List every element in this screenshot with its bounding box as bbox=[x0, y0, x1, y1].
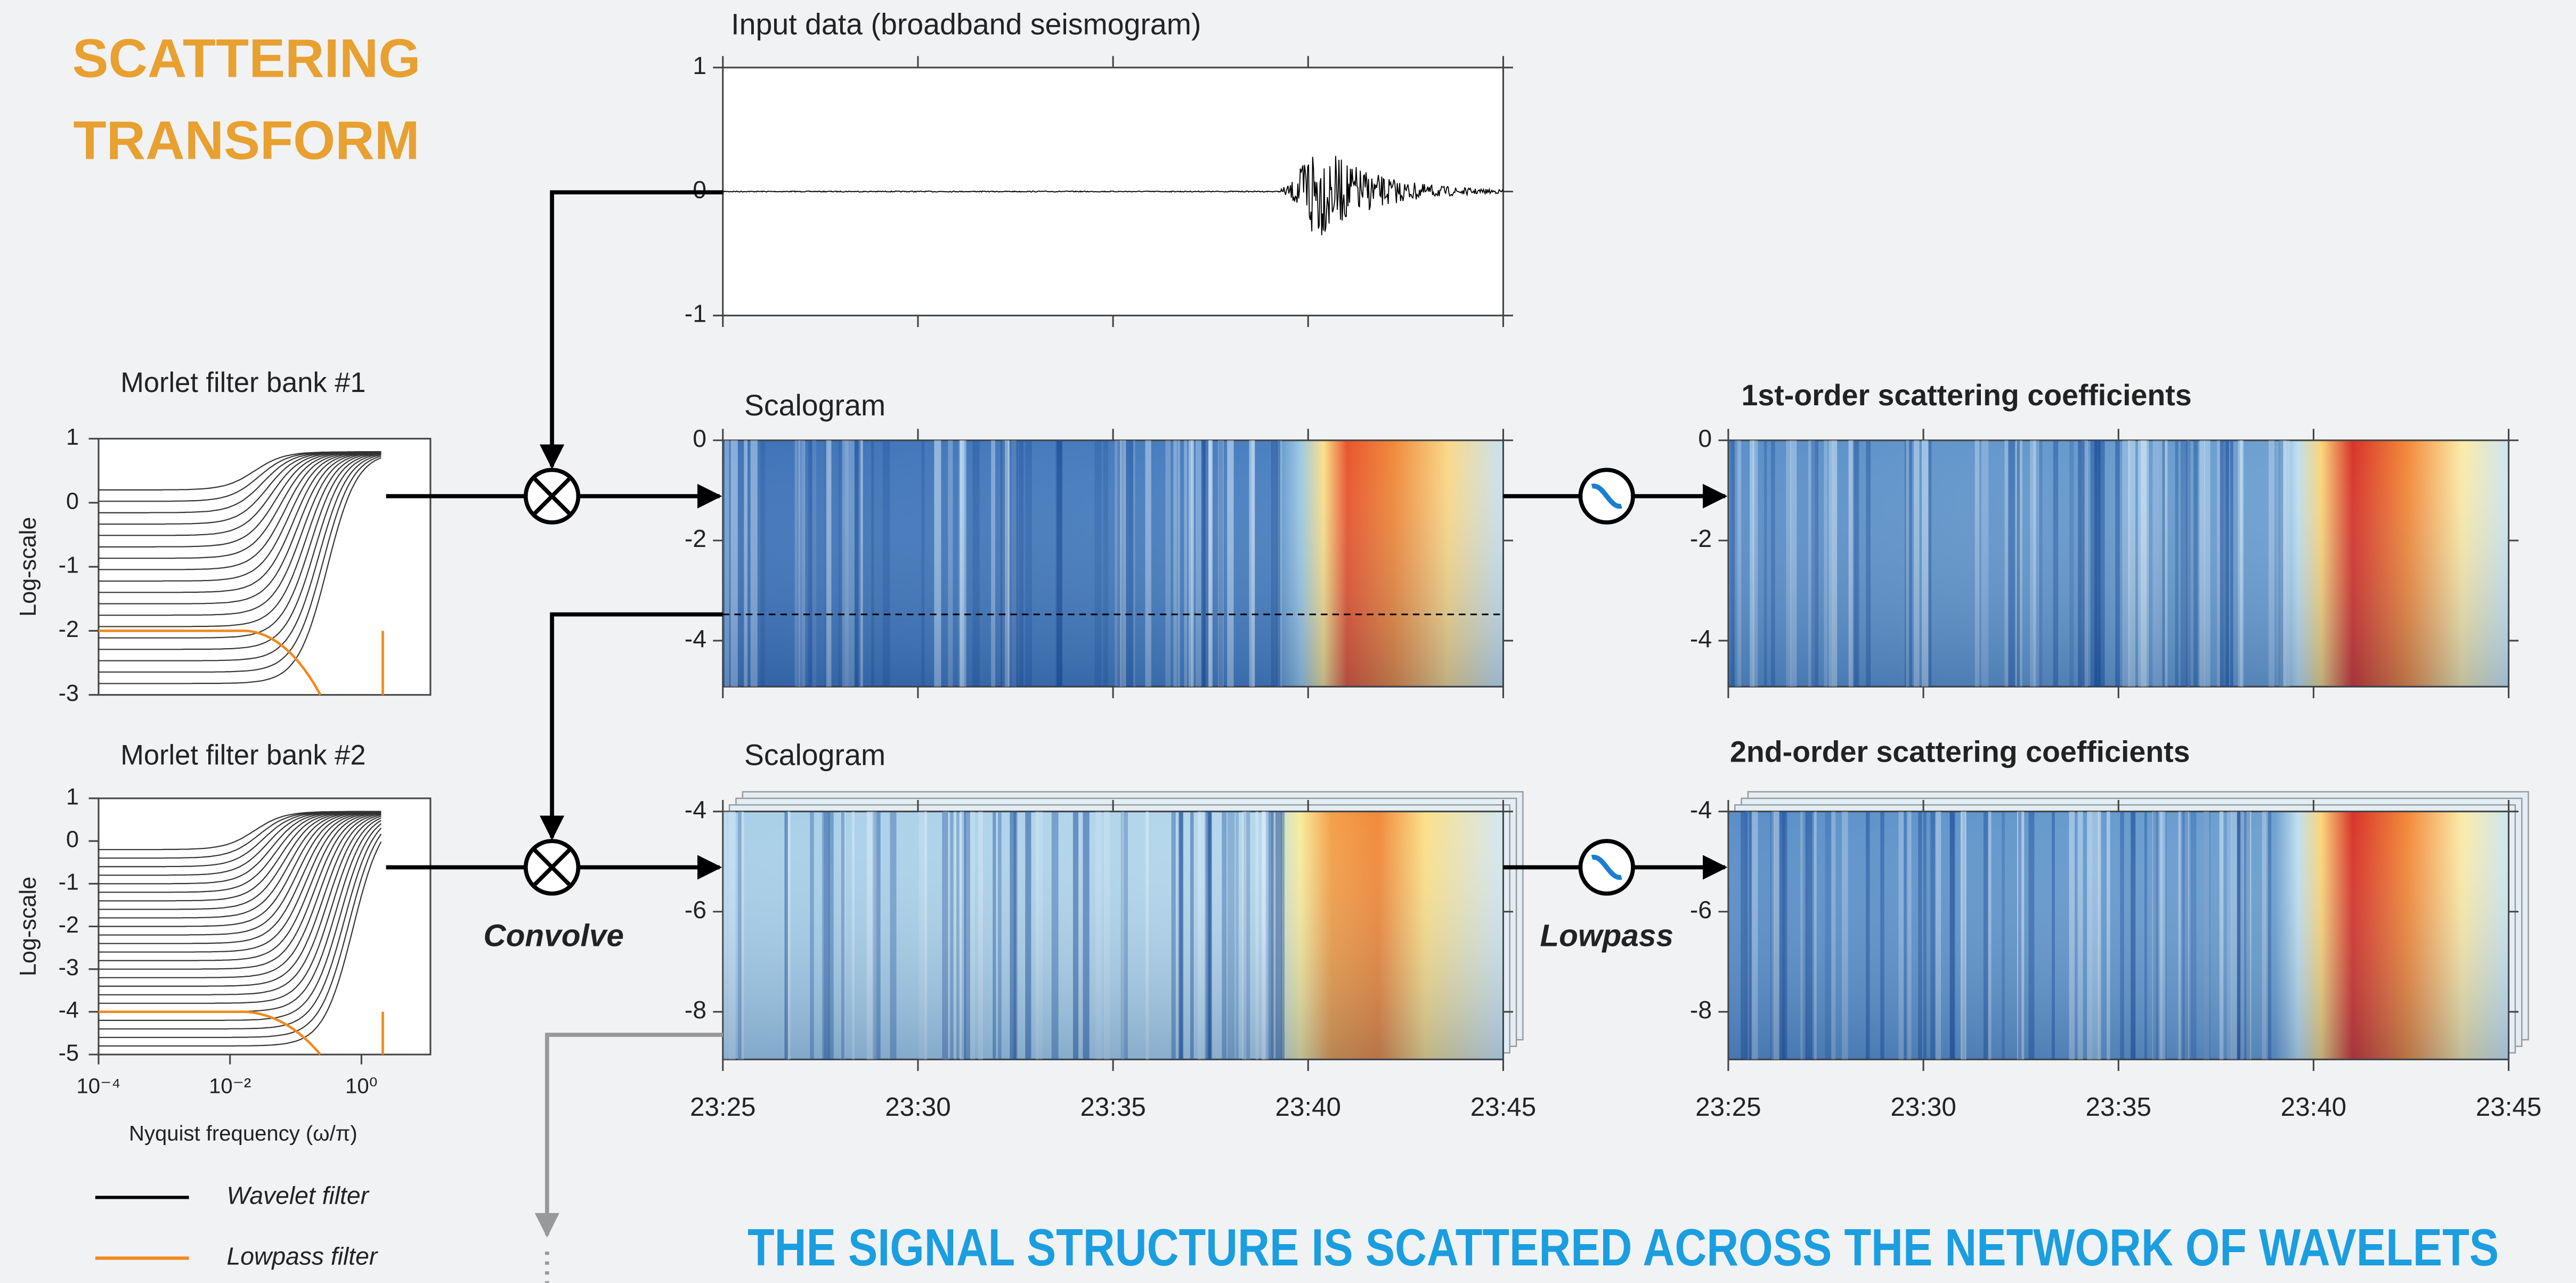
y-tick-label: -4 bbox=[1690, 625, 1712, 652]
figure-title: SCATTERING bbox=[72, 28, 421, 88]
y-tick-label: -3 bbox=[59, 681, 79, 706]
panel: 0 -2 -4 Scalogram bbox=[685, 389, 1513, 698]
y-tick-label: -4 bbox=[1690, 796, 1712, 823]
continuation-arrow bbox=[547, 1035, 723, 1235]
panel: -4 -6 -8 2nd-order scattering coefficients bbox=[1690, 735, 2529, 1070]
y-tick-label: -6 bbox=[685, 896, 706, 924]
caption: THE SIGNAL STRUCTURE IS SCATTERED ACROSS… bbox=[747, 1218, 2499, 1277]
heat-shade bbox=[1728, 812, 2509, 1060]
y-tick-label: -4 bbox=[685, 625, 706, 652]
legend-label: Lowpass filter bbox=[227, 1243, 378, 1270]
panel-title: 1st-order scattering coefficients bbox=[1742, 379, 2192, 412]
x-tick-label: 23:35 bbox=[1080, 1092, 1145, 1122]
plot-area bbox=[99, 439, 430, 695]
filter-bank: 1 0 -1 -2 -3 Morlet filter bank #1 Log-scale bbox=[15, 367, 430, 706]
panel-title: Scalogram bbox=[744, 739, 885, 772]
y-tick-label: -4 bbox=[685, 796, 706, 823]
x-tick-label: 10⁻⁴ bbox=[77, 1074, 121, 1098]
figure-title: TRANSFORM bbox=[74, 110, 420, 171]
y-tick-label: 1 bbox=[66, 424, 79, 450]
legend-label: Wavelet filter bbox=[227, 1181, 370, 1209]
panel: 1 0 -1 Input data (broadband seismogram) bbox=[685, 7, 1513, 327]
y-tick-label: 0 bbox=[66, 488, 79, 514]
y-tick-label: -2 bbox=[59, 912, 79, 938]
bank-title: Morlet filter bank #1 bbox=[120, 367, 365, 398]
y-tick-label: 1 bbox=[66, 784, 79, 810]
x-tick-label: 23:45 bbox=[2476, 1092, 2541, 1122]
panel: -4 -6 -8 Scalogram bbox=[685, 739, 1523, 1071]
x-tick-label: 23:25 bbox=[1695, 1092, 1761, 1122]
panel-title: Input data (broadband seismogram) bbox=[731, 7, 1201, 40]
panel-title: 2nd-order scattering coefficients bbox=[1730, 735, 2190, 768]
x-tick-label: 23:40 bbox=[1275, 1092, 1341, 1122]
y-tick-label: -1 bbox=[685, 300, 706, 328]
y-tick-label: 0 bbox=[693, 424, 706, 452]
y-tick-label: -8 bbox=[1690, 996, 1712, 1024]
filter-bank: 1 0 -1 -2 -3 -4 -5 Morlet filter bank #2 Log-sca… bbox=[15, 740, 430, 1066]
y-tick-label: 0 bbox=[693, 176, 706, 203]
panel-title: Scalogram bbox=[744, 389, 885, 422]
operation-label: Convolve bbox=[483, 919, 624, 953]
y-tick-label: 1 bbox=[693, 52, 706, 79]
y-tick-label: -1 bbox=[59, 870, 79, 895]
y-tick-label: -2 bbox=[685, 525, 706, 552]
x-tick-label: 23:30 bbox=[885, 1092, 950, 1122]
page: SCATTERING TRANSFORM 1 0 -1 Input data (broad… bbox=[0, 0, 2576, 1283]
y-tick-label: -6 bbox=[1690, 896, 1712, 924]
x-tick-label: 23:30 bbox=[1890, 1092, 1956, 1122]
x-axis-label: Nyquist frequency (ω/π) bbox=[129, 1122, 357, 1146]
y-tick-label: -4 bbox=[59, 998, 79, 1023]
y-tick-label: -2 bbox=[59, 617, 79, 642]
x-tick-label: 10⁻² bbox=[209, 1074, 251, 1098]
y-axis-label: Log-scale bbox=[15, 517, 41, 617]
y-axis-label: Log-scale bbox=[15, 877, 41, 976]
x-tick-label: 10⁰ bbox=[345, 1074, 378, 1098]
heat-shade bbox=[723, 440, 1504, 687]
y-tick-label: -1 bbox=[59, 553, 79, 578]
bank-title: Morlet filter bank #2 bbox=[120, 740, 365, 771]
y-tick-label: -2 bbox=[1690, 525, 1712, 552]
heat-shade bbox=[723, 812, 1504, 1060]
y-tick-label: -8 bbox=[685, 996, 706, 1024]
x-tick-label: 23:45 bbox=[1470, 1092, 1536, 1122]
y-tick-label: -5 bbox=[59, 1040, 79, 1066]
y-tick-label: 0 bbox=[1698, 424, 1712, 452]
y-tick-label: -3 bbox=[59, 955, 79, 980]
x-tick-label: 23:25 bbox=[690, 1092, 755, 1122]
x-tick-label: 23:40 bbox=[2281, 1092, 2346, 1122]
operation-label: Lowpass bbox=[1540, 919, 1673, 953]
figure: SCATTERING TRANSFORM 1 0 -1 Input data (broad… bbox=[0, 0, 2576, 1283]
heat-shade bbox=[1728, 440, 2509, 687]
panel: 0 -2 -4 1st-order scattering coefficients bbox=[1690, 379, 2518, 698]
y-tick-label: 0 bbox=[66, 827, 79, 853]
x-tick-label: 23:35 bbox=[2086, 1092, 2151, 1122]
